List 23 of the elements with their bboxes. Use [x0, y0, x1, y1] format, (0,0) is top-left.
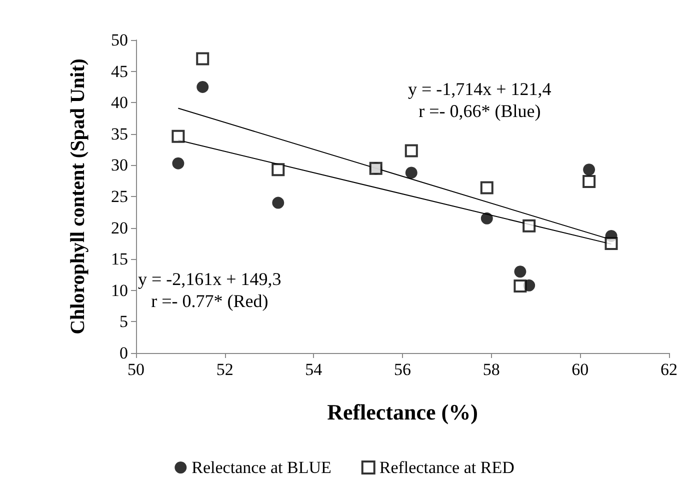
x-tick-label: 58: [482, 360, 500, 379]
y-tick-label: 50: [111, 30, 128, 50]
legend-label: Reflectance at RED: [379, 458, 514, 477]
y-tick-label: 0: [120, 344, 128, 362]
y-tick-label: 5: [120, 312, 128, 332]
x-tick-label: 54: [305, 360, 323, 379]
y-tick-label: 10: [111, 280, 128, 300]
y-tick-label: 40: [111, 93, 128, 112]
y-tick-label: 25: [111, 187, 128, 206]
x-tick-label: 56: [394, 360, 411, 379]
x-tick-label: 60: [572, 360, 589, 379]
annotation: y = -2,161x + 149,3 r =- 0.77* (Red): [138, 269, 282, 311]
y-tick-label: 45: [111, 62, 128, 81]
x-axis-title: Reflectance (%): [327, 400, 478, 424]
y-tick-label: 35: [111, 124, 128, 144]
y-axis-title: Chlorophyll content (Spad Unit): [67, 58, 89, 334]
y-tick-label: 20: [111, 218, 128, 238]
x-tick-label: 52: [216, 360, 234, 379]
y-tick-label: 15: [111, 250, 128, 269]
y-tick-label: 30: [111, 156, 128, 175]
x-tick-label: 62: [660, 360, 678, 379]
annotation: y = -1,714x + 121,4 r =- 0,66* (Blue): [408, 79, 552, 121]
legend-label: Relectance at BLUE: [192, 458, 332, 477]
